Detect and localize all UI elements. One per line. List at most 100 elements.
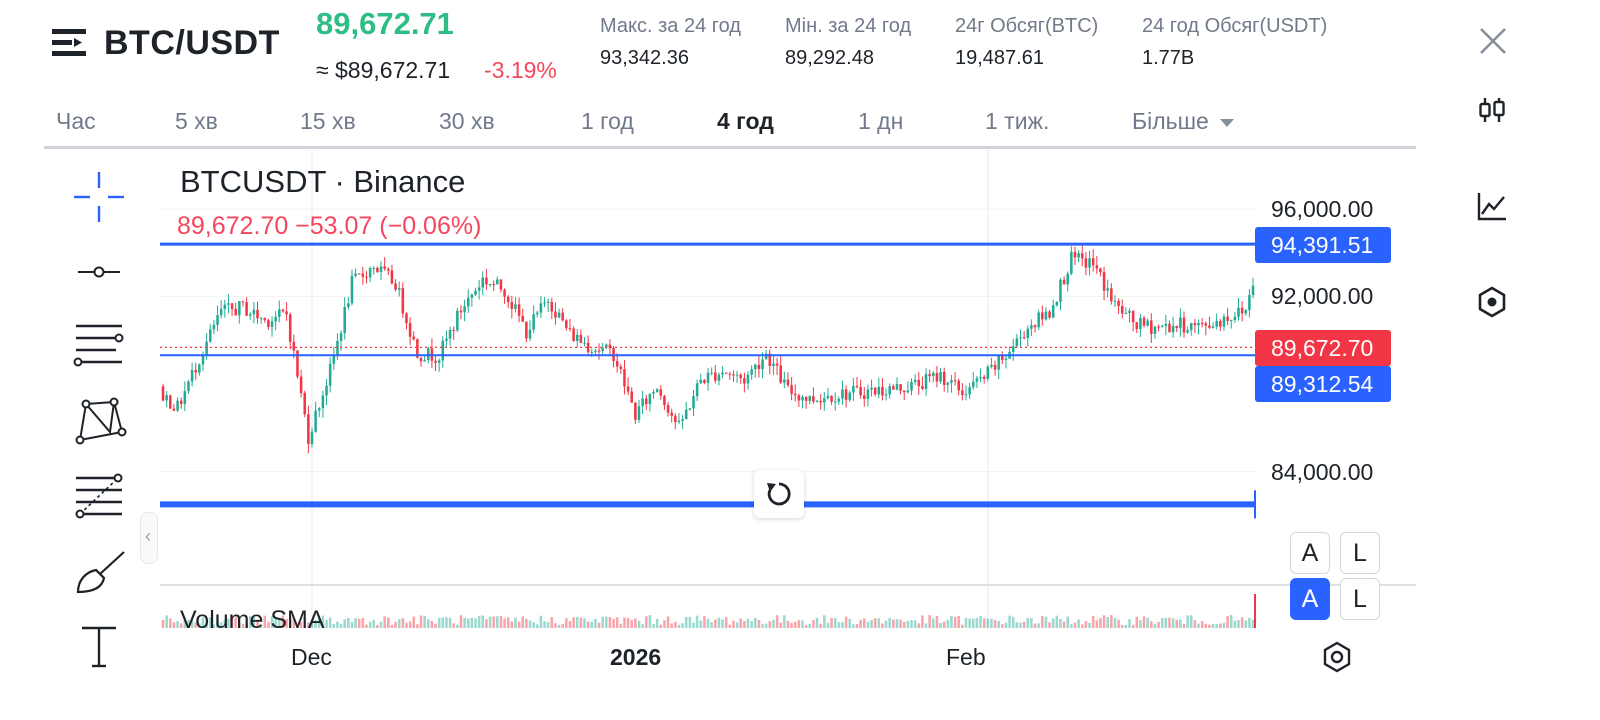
settings-hexagon-icon[interactable]	[1320, 640, 1354, 674]
y-axis-tick: 96,000.00	[1271, 196, 1374, 222]
volume-log-scale-button[interactable]: L	[1340, 578, 1380, 620]
volume-auto-scale-button[interactable]: A	[1290, 578, 1330, 620]
candle-body	[790, 385, 793, 394]
line-price-tag-upper[interactable]: 94,391.51	[1255, 227, 1391, 263]
candle-body	[452, 329, 455, 331]
menu-icon[interactable]	[52, 28, 88, 58]
fib-retracement-icon[interactable]	[70, 466, 128, 524]
volume-bar	[267, 621, 270, 628]
text-tool-icon[interactable]	[70, 618, 128, 676]
ohlc-legend: 89,672.70 −53.07 (−0.06%)	[177, 212, 482, 240]
volume-bar	[1186, 615, 1189, 628]
tab-4h[interactable]: 4 год	[717, 108, 774, 134]
volume-bar	[368, 621, 372, 628]
volume-bar	[245, 622, 248, 628]
candle-body	[641, 398, 644, 407]
reset-chart-button[interactable]	[754, 470, 804, 518]
chart-settings-icon[interactable]	[1476, 286, 1508, 318]
candle-body	[419, 357, 423, 362]
volume-bar	[841, 622, 844, 628]
volume-bar	[1095, 620, 1099, 628]
horizontal-ray-icon[interactable]	[70, 243, 128, 301]
volume-bar	[532, 622, 535, 628]
log-scale-button[interactable]: L	[1340, 532, 1380, 574]
candle-body	[910, 381, 913, 391]
volume-bar	[397, 619, 401, 628]
tab-5m[interactable]: 5 хв	[175, 108, 218, 134]
candle-body	[761, 359, 764, 370]
volume-bar	[299, 621, 303, 628]
volume-bar	[328, 617, 332, 628]
candlestick-icon[interactable]	[1476, 94, 1508, 126]
candle-body	[1197, 323, 1200, 326]
volume-bar	[779, 622, 782, 628]
volume-bar	[263, 615, 267, 628]
brush-icon[interactable]	[70, 544, 128, 602]
volume-bar	[634, 618, 637, 628]
tab-30m[interactable]: 30 хв	[439, 108, 495, 134]
tab-more[interactable]: Більше	[1132, 108, 1235, 135]
volume-bar	[815, 617, 819, 628]
parallel-lines-icon[interactable]	[70, 317, 128, 375]
close-icon[interactable]	[1478, 26, 1508, 56]
volume-bar	[1248, 617, 1251, 628]
tab-1w[interactable]: 1 тиж.	[985, 108, 1050, 134]
candle-body	[844, 389, 848, 400]
pair-title[interactable]: BTC/USDT	[104, 24, 280, 62]
candle-body	[888, 386, 891, 395]
horizontal-lines[interactable]	[160, 242, 1256, 628]
tabs-divider	[44, 146, 1416, 149]
volume-bar	[394, 621, 397, 628]
candle-body	[503, 289, 506, 297]
candle-body	[554, 311, 557, 318]
volume-bar	[278, 618, 281, 628]
tab-1d[interactable]: 1 дн	[858, 108, 904, 134]
volume-bar	[405, 622, 408, 628]
volume-bar	[1030, 618, 1033, 628]
volume-bar	[575, 616, 579, 628]
volume-bar	[971, 618, 975, 628]
x-axis-tick: 2026	[610, 644, 662, 670]
candle-body	[405, 313, 408, 324]
candle-body	[194, 370, 198, 373]
candle-body	[1186, 330, 1189, 333]
tab-time[interactable]: Час	[56, 108, 96, 134]
candle-body	[437, 360, 441, 363]
candle-body	[630, 391, 634, 403]
crosshair-icon[interactable]	[70, 168, 128, 226]
volume-bar	[474, 618, 477, 628]
current-price-tag: 89,672.70	[1255, 330, 1391, 366]
candle-body	[488, 284, 492, 286]
pattern-icon[interactable]	[70, 392, 128, 450]
caret-down-icon	[1220, 118, 1235, 127]
chart-symbol-title: BTCUSDT · Binance	[180, 164, 466, 199]
volume-bar	[681, 623, 684, 628]
candle-body	[1215, 320, 1218, 327]
volume-bar	[935, 615, 939, 628]
tab-15m[interactable]: 15 хв	[300, 108, 356, 134]
candle-body	[866, 389, 870, 399]
candle-body	[1189, 323, 1193, 331]
volume-bar	[390, 624, 394, 628]
candle-body	[176, 400, 179, 411]
volume-bar	[1171, 618, 1175, 628]
volume-bar	[463, 617, 466, 628]
volume-bar	[735, 622, 739, 628]
volume-bar	[652, 623, 655, 628]
volume-bar	[1135, 616, 1139, 628]
auto-scale-button[interactable]: A	[1290, 532, 1330, 574]
volume-indicator-label[interactable]: Volume SMA	[180, 606, 325, 634]
candle-body	[793, 393, 797, 396]
indicators-icon[interactable]	[1476, 190, 1508, 222]
volume-bar	[307, 622, 310, 628]
toolbar-collapse-handle[interactable]: ‹	[140, 512, 158, 564]
tab-1h[interactable]: 1 год	[581, 108, 634, 134]
line-price-tag-lower[interactable]: 89,312.54	[1255, 366, 1391, 402]
volume-bar	[670, 623, 673, 628]
volume-bar	[161, 619, 165, 628]
volume-bar	[234, 617, 237, 628]
volume-bar	[594, 619, 597, 628]
candle-body	[1070, 251, 1073, 274]
candle-body	[532, 314, 535, 330]
